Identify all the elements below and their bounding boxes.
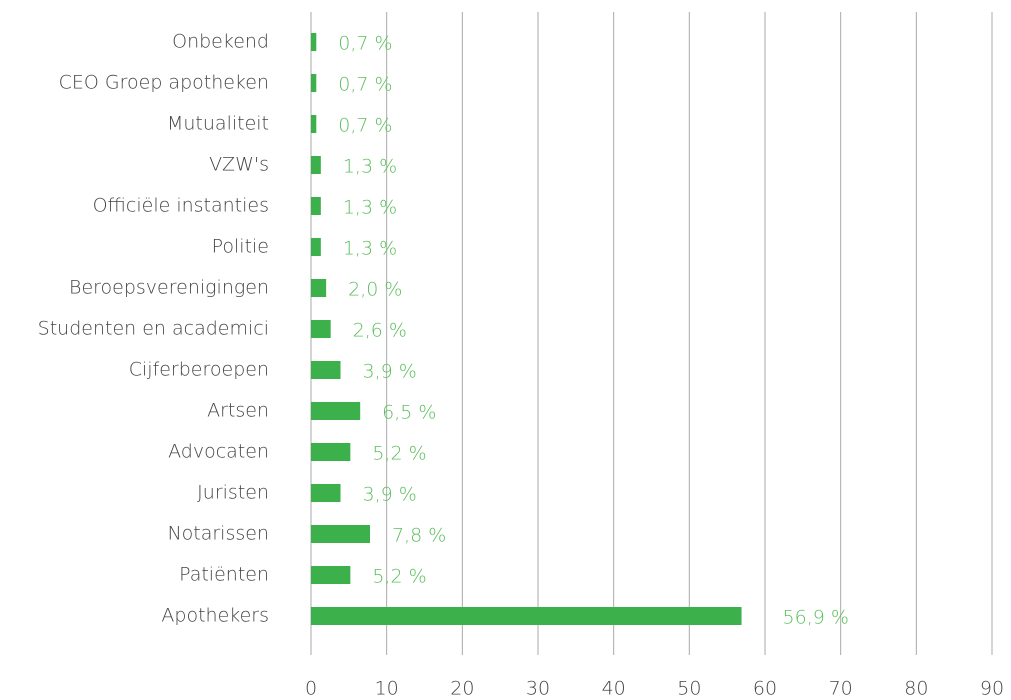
bar: [311, 402, 361, 420]
value-label: 7,8 %: [392, 525, 446, 547]
x-tick-label: 60: [753, 678, 777, 700]
bar: [311, 525, 371, 543]
bar: [311, 361, 341, 379]
value-label: 0,7 %: [338, 115, 392, 137]
value-label: 1,3 %: [343, 238, 397, 260]
x-tick-label: 20: [450, 678, 474, 700]
bar: [311, 197, 321, 215]
bar: [311, 566, 351, 584]
x-tick-label: 0: [305, 678, 317, 700]
bar: [311, 279, 327, 297]
value-label: 56,9 %: [783, 607, 849, 629]
y-tick-label: Juristen: [197, 482, 269, 504]
y-tick-label: Apothekers: [161, 605, 269, 627]
y-tick-label: CEO Groep apotheken: [59, 72, 269, 94]
y-tick-label: Advocaten: [168, 441, 269, 463]
bar: [311, 156, 321, 174]
x-tick-label: 30: [526, 678, 550, 700]
y-tick-label: Officiële instanties: [93, 195, 269, 217]
value-label: 2,6 %: [353, 320, 407, 342]
bar: [311, 484, 341, 502]
x-tick-label: 10: [375, 678, 399, 700]
x-tick-label: 50: [677, 678, 701, 700]
bar: [311, 238, 321, 256]
y-tick-label: Onbekend: [172, 31, 269, 53]
value-label: 3,9 %: [363, 484, 417, 506]
y-tick-label: Mutualiteit: [167, 113, 269, 135]
y-tick-label: Cijferberoepen: [129, 359, 269, 381]
x-tick-label: 90: [980, 678, 1004, 700]
value-label: 3,9 %: [363, 361, 417, 383]
bar: [311, 607, 742, 625]
value-label: 2,0 %: [348, 279, 402, 301]
value-label: 0,7 %: [338, 33, 392, 55]
value-label: 6,5 %: [382, 402, 436, 424]
bar: [311, 74, 317, 92]
bar: [311, 115, 317, 133]
y-tick-label: Patiënten: [179, 564, 269, 586]
y-tick-label: Studenten en academici: [38, 318, 269, 340]
bar: [311, 33, 317, 51]
y-tick-label: Notarissen: [167, 523, 269, 545]
bar: [311, 443, 351, 461]
x-tick-label: 70: [829, 678, 853, 700]
value-label: 5,2 %: [372, 443, 426, 465]
x-tick-label: 80: [904, 678, 928, 700]
y-tick-label: Artsen: [207, 400, 269, 422]
value-label: 0,7 %: [338, 74, 392, 96]
value-label: 5,2 %: [372, 566, 426, 588]
value-label: 1,3 %: [343, 156, 397, 178]
value-label: 1,3 %: [343, 197, 397, 219]
bar: [311, 320, 331, 338]
y-tick-label: Politie: [212, 236, 269, 258]
y-tick-label: Beroepsverenigingen: [69, 277, 269, 299]
x-tick-label: 40: [602, 678, 626, 700]
y-tick-label: VZW's: [209, 154, 269, 176]
